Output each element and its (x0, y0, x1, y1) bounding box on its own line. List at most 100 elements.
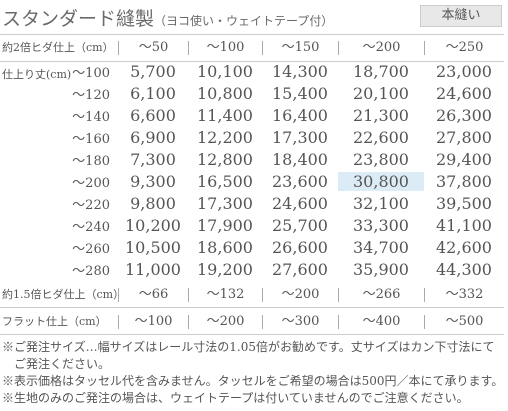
row-label: ～120 (72, 87, 110, 103)
note: ※生地のみのご発注の場合は、ウェイトテープは付いていませんのでご注意ください。 (2, 391, 469, 405)
extra-row: フラット仕上（cm） ～100 ～200 ～300 ～400 ～500 (0, 310, 504, 335)
note: ※ご発注サイズ…幅サイズはレール寸法の1.05倍がお勧めです。丈サイズはカン下寸… (2, 340, 495, 371)
price-cell: 9,800 (130, 193, 176, 213)
price-cell: 41,100 (436, 215, 492, 235)
column-header: ～100 (188, 41, 262, 55)
data-row: ～260 10,500 18,600 26,600 34,700 42,600 (0, 236, 504, 258)
row-label: ～200 (72, 175, 110, 191)
price-cell: 23,800 (353, 149, 409, 169)
price-cell: 30,800 (338, 171, 424, 191)
column-header: ～200 (338, 41, 424, 55)
price-cell: 6,900 (130, 127, 176, 147)
header: スタンダード縫製（ヨコ使い・ウェイトテープ付） 本縫い (0, 0, 508, 32)
price-cell: 6,100 (130, 83, 176, 103)
price-cell: 25,700 (272, 215, 328, 235)
row-label-cell: ～280 (0, 260, 118, 279)
column-header-label: 約2倍ヒダ仕上（cm） (2, 41, 114, 54)
price-cell: 34,700 (353, 237, 409, 257)
price-cell: 12,800 (197, 149, 253, 169)
price-cell: 10,200 (125, 215, 181, 235)
data-row: ～280 11,000 19,200 27,600 35,900 44,300 (0, 258, 504, 280)
price-cell: 44,300 (436, 259, 492, 279)
price-cell: 33,300 (353, 215, 409, 235)
price-cell: 6,600 (130, 105, 176, 125)
extra-cell: ～100 (118, 315, 188, 329)
price-cell: 19,200 (197, 259, 253, 279)
price-cell: 15,400 (272, 83, 328, 103)
row-label-cell: ～220 (0, 194, 118, 213)
price-cell: 17,300 (272, 127, 328, 147)
row-label-cell: ～240 (0, 216, 118, 235)
price-cell: 29,400 (436, 149, 492, 169)
row-label-cell: ～160 (0, 128, 118, 147)
data-row: ～160 6,900 12,200 17,300 22,600 27,800 (0, 126, 504, 148)
price-cell: 7,300 (130, 149, 176, 169)
data-row: ～140 6,600 11,400 16,400 21,300 26,300 (0, 104, 504, 126)
price-cell: 20,100 (353, 83, 409, 103)
row-label: ～280 (72, 263, 110, 279)
price-cell: 35,900 (353, 259, 409, 279)
column-header: ～250 (424, 41, 504, 55)
row-label: ～260 (72, 241, 110, 257)
row-header-label: 仕上り丈(cm) (2, 67, 72, 81)
price-cell: 21,300 (353, 105, 409, 125)
price-cell: 37,800 (436, 171, 492, 191)
price-cell: 27,600 (272, 259, 328, 279)
price-cell: 12,200 (197, 127, 253, 147)
price-cell: 24,600 (436, 83, 492, 103)
price-cell: 24,600 (272, 193, 328, 213)
extra-cell: ～200 (262, 288, 338, 302)
price-cell: 10,100 (197, 61, 253, 81)
price-cell: 10,800 (197, 83, 253, 103)
extra-row-label: 約1.5倍ヒダ仕上（cm） (2, 288, 125, 301)
row-label: ～160 (72, 131, 110, 147)
note: ※表示価格はタッセル代を含みません。タッセルをご希望の場合は500円／本にて承り… (2, 374, 504, 388)
column-header: ～50 (118, 41, 188, 55)
data-row: ～200 9,300 16,500 23,600 30,800 37,800 (0, 170, 504, 192)
subtitle: （ヨコ使い・ウェイトテープ付） (154, 14, 334, 28)
price-cell: 16,400 (272, 105, 328, 125)
data-row: ～220 9,800 17,300 24,600 32,100 39,500 (0, 192, 504, 214)
row-label: ～220 (72, 197, 110, 213)
row-label-cell: 仕上り丈(cm) ～100 (0, 62, 118, 81)
row-label: ～100 (72, 65, 110, 81)
extra-cell: ～132 (188, 288, 262, 302)
extra-cell: ～266 (338, 288, 424, 302)
extra-cell: ～66 (118, 288, 188, 302)
data-row: ～240 10,200 17,900 25,700 33,300 41,100 (0, 214, 504, 236)
title-block: スタンダード縫製（ヨコ使い・ウェイトテープ付） (2, 4, 333, 31)
extra-cell: ～500 (424, 315, 504, 329)
extra-row-label: フラット仕上（cm） (2, 315, 107, 328)
badge: 本縫い (420, 5, 502, 27)
price-cell: 39,500 (436, 193, 492, 213)
price-cell: 14,300 (272, 61, 328, 81)
data-row: 仕上り丈(cm) ～100 5,700 10,100 14,300 18,700 23,00… (0, 60, 504, 82)
column-header: ～150 (262, 41, 338, 55)
price-cell: 23,600 (272, 171, 328, 191)
price-cell: 42,600 (436, 237, 492, 257)
price-cell: 18,400 (272, 149, 328, 169)
price-cell: 18,700 (353, 61, 409, 81)
row-label: ～180 (72, 153, 110, 169)
price-cell: 27,800 (436, 127, 492, 147)
row-label: ～240 (72, 219, 110, 235)
price-cell: 5,700 (130, 61, 176, 81)
price-cell: 26,300 (436, 105, 492, 125)
price-cell: 23,000 (436, 61, 492, 81)
price-cell: 16,500 (197, 171, 253, 191)
price-cell: 9,300 (130, 171, 176, 191)
price-cell: 17,900 (197, 215, 253, 235)
data-row: ～120 6,100 10,800 15,400 20,100 24,600 (0, 82, 504, 104)
title: スタンダード縫製 (2, 8, 155, 30)
extra-cell: ～200 (188, 315, 262, 329)
row-label-cell: ～180 (0, 150, 118, 169)
extra-row: 約1.5倍ヒダ仕上（cm） ～66 ～132 ～200 ～266 ～332 (0, 283, 504, 308)
price-cell: 11,000 (125, 259, 181, 279)
extra-cell: ～300 (262, 315, 338, 329)
row-label-cell: ～140 (0, 106, 118, 125)
header-row: 約2倍ヒダ仕上（cm） ～50 ～100 ～150 ～200 ～250 (0, 34, 504, 62)
row-label-cell: ～120 (0, 84, 118, 103)
price-cell: 10,500 (125, 237, 181, 257)
row-label-cell: ～200 (0, 172, 118, 191)
price-cell: 11,400 (197, 105, 253, 125)
